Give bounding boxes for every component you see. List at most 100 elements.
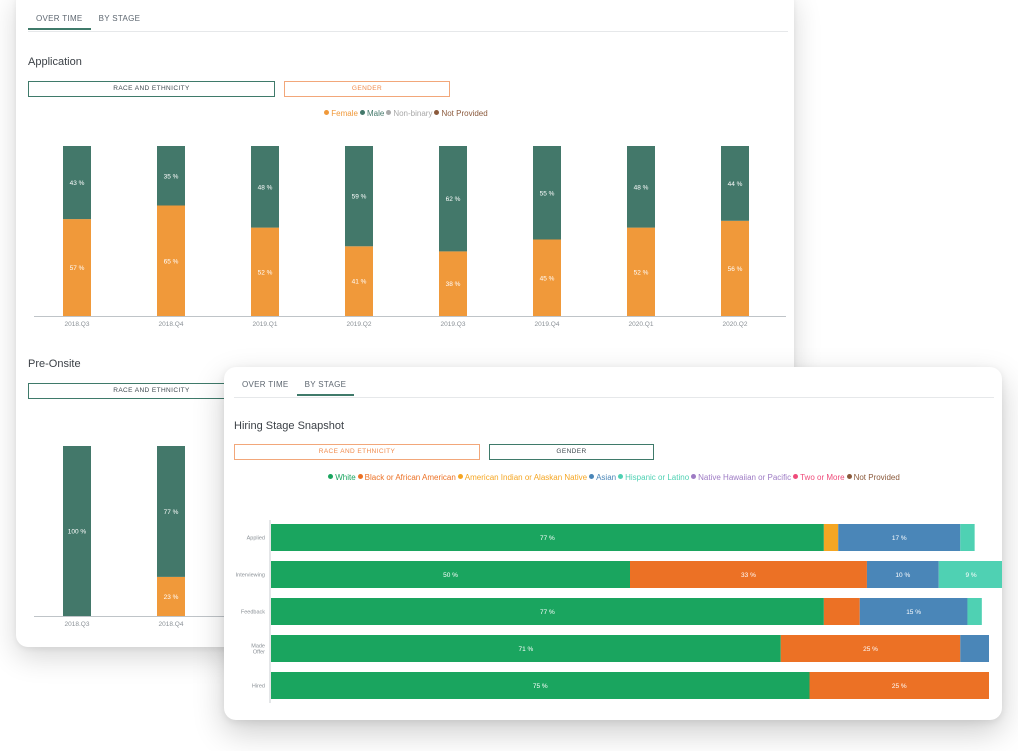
race-legend-item-black-or-african-american: Black or African American [357,473,456,482]
bar-white-feedback [271,598,824,625]
data-label: 62 % [446,196,461,203]
y-tick-label: Made [251,644,265,650]
y-tick-label: Offer [253,650,265,656]
bar-black-or-african-american-made-offer [780,635,961,662]
x-tick-label: 2018.Q3 [65,321,90,328]
bar-male-2019-q4 [533,146,561,240]
bar-female-2018-q4 [157,576,185,616]
bar-asian-interviewing [866,561,939,588]
bar-female-2018-q4 [157,205,185,316]
bar-male-2019-q2 [345,146,373,247]
bar-female-2019-q2 [345,246,373,316]
hiring-stage-chart: 77 % 17 % Applied 50 % 33 % 10 % 9 % Interviewi… [236,520,1002,703]
data-label: 44 % [728,181,743,188]
legend-label: White [335,473,356,482]
bar-male-2019-q3 [439,146,467,252]
tab-by-stage[interactable]: BY STAGE [98,14,141,23]
data-label: 77 % [540,609,555,616]
race-ethnicity-button-front[interactable]: RACE AND ETHNICITY [234,444,480,460]
data-label: 57 % [70,265,85,272]
dot-icon [618,474,624,479]
bar-hispanic-or-latino-interviewing [938,561,1002,588]
y-tick-label: Feedback [241,610,265,616]
tab-divider [28,31,788,32]
bar-white-made-offer [271,635,781,662]
bar-hispanic-or-latino-applied [960,524,975,551]
dot-icon [328,474,334,479]
data-label: 15 % [906,609,921,616]
pre-onsite-title: Pre-Onsite [28,358,81,370]
dot-icon [846,474,852,479]
bar-female-2019-q1 [251,227,279,316]
data-label: 17 % [892,535,907,542]
tab-over-time-front[interactable]: OVER TIME [242,380,289,389]
tab-by-stage-front[interactable]: BY STAGE [296,376,355,396]
x-tick-label: 2019.Q2 [347,321,372,328]
data-label: 50 % [443,572,458,579]
gender-legend-item-male: Male [359,109,385,118]
front-tab-divider [234,397,994,398]
tab-over-time[interactable]: OVER TIME [28,10,91,30]
race-legend: White Black or African American American I… [234,473,994,482]
bar-american-indian-or-alaskan-native-applied [823,524,839,551]
bar-male-2018-q3 [63,446,91,616]
race-legend-item-white: White [328,473,356,482]
data-label: 65 % [164,258,179,265]
race-ethnicity-button-pre-onsite[interactable]: RACE AND ETHNICITY [28,383,275,399]
bar-female-2019-q4 [533,239,561,316]
snapshot-title: Hiring Stage Snapshot [234,420,345,432]
application-chart: 57 % 43 % 2018.Q3 65 % 35 % 2018.Q4 52 % 48 % 20… [34,146,786,328]
bar-male-2018-q3 [63,146,91,220]
back-tabs: OVER TIME BY STAGE [28,10,148,30]
race-legend-item-not-provided: Not Provided [846,473,900,482]
legend-label: Two or More [800,473,845,482]
gender-button[interactable]: GENDER [284,81,450,97]
legend-label: Black or African American [364,473,456,482]
data-label: 41 % [352,279,367,286]
data-label: 77 % [164,509,179,516]
x-tick-label: 2018.Q4 [159,621,184,628]
gender-legend-item-non-binary: Non-binary [386,109,432,118]
bar-female-2019-q3 [439,251,467,316]
legend-label: Male [366,109,385,118]
data-label: 52 % [258,269,273,276]
data-label: 38 % [446,281,461,288]
legend-label: American Indian or Alaskan Native [464,473,588,482]
gender-legend-item-female: Female [324,109,358,118]
race-legend-item-hispanic-or-latino: Hispanic or Latino [618,473,689,482]
legend-label: Not Provided [441,109,488,118]
data-label: 48 % [634,184,649,191]
x-tick-label: 2020.Q2 [723,321,748,328]
gender-legend: Female Male Non-binary Not Provided [206,109,606,118]
race-legend-item-american-indian-or-alaskan-native: American Indian or Alaskan Native [457,473,588,482]
dot-icon [457,474,463,479]
bar-black-or-african-american-interviewing [630,561,867,588]
data-label: 43 % [70,180,85,187]
application-title: Application [28,56,82,68]
dot-icon [386,110,392,115]
bar-female-2020-q1 [627,227,655,316]
data-label: 71 % [518,646,533,653]
bar-male-2020-q2 [721,146,749,221]
y-tick-label: Applied [247,536,265,542]
bar-male-2018-q4 [157,446,185,577]
y-tick-label: Interviewing [236,573,265,579]
data-label: 9 % [965,572,976,579]
data-label: 25 % [892,683,907,690]
race-legend-item-asian: Asian [589,473,616,482]
bar-hispanic-or-latino-feedback [967,598,982,625]
bar-white-interviewing [271,561,630,588]
data-label: 23 % [164,594,179,601]
bar-asian-made-offer [960,635,989,662]
bar-male-2018-q4 [157,146,185,206]
gender-button-front[interactable]: GENDER [489,444,654,460]
x-tick-label: 2018.Q3 [65,621,90,628]
legend-label: Asian [596,473,617,482]
race-ethnicity-button[interactable]: RACE AND ETHNICITY [28,81,275,97]
x-tick-label: 2019.Q3 [441,321,466,328]
data-label: 35 % [164,173,179,180]
data-label: 45 % [540,275,555,282]
race-legend-item-native-hawaiian-or-pacific: Native Hawaiian or Pacific [691,473,791,482]
dot-icon [324,110,330,115]
bar-asian-feedback [859,598,968,625]
